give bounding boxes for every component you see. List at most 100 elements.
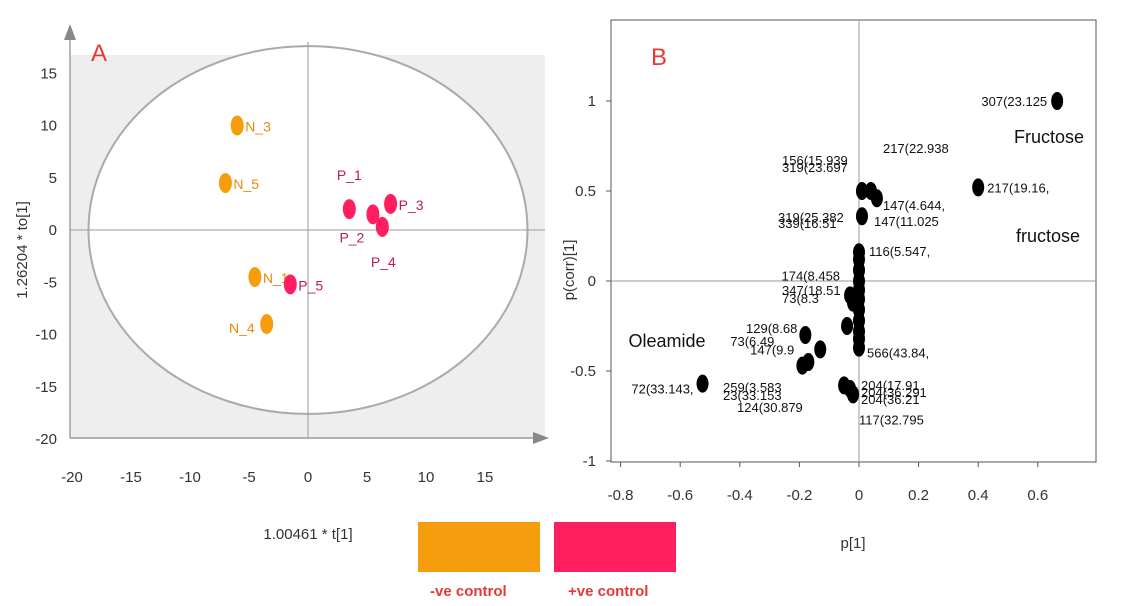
- x-tick-label: -5: [242, 469, 255, 486]
- x-tick-label: -0.4: [727, 487, 753, 504]
- y-tick-label: -0.5: [570, 363, 596, 380]
- overlapping-point-label: 124(30.879: [737, 400, 803, 415]
- y-tick-label: -1: [583, 453, 596, 470]
- loading-point-label: 116(5.547,: [869, 244, 930, 259]
- loading-point-label: 566(43.84,: [867, 346, 929, 361]
- x-tick-label: -0.6: [667, 487, 693, 504]
- loading-point: [696, 374, 709, 393]
- overlapping-point-label: 156(15.939: [782, 153, 848, 168]
- y-tick-label: 1: [588, 93, 596, 110]
- loading-point: [972, 178, 985, 197]
- annotation-oleamide: Oleamide: [628, 331, 705, 351]
- legend-swatch-negative: [418, 522, 540, 572]
- x-tick-label: 0: [304, 469, 312, 486]
- x-tick-label: 0.6: [1027, 487, 1048, 504]
- x-axis-label-a: 1.00461 * t[1]: [263, 526, 352, 543]
- score-point: [366, 204, 380, 225]
- panel-label-a: A: [91, 40, 107, 67]
- y-tick-label: -5: [44, 274, 57, 291]
- y-axis-arrow-icon: [64, 24, 76, 40]
- overlapping-point-label: 319(25.382: [778, 210, 844, 225]
- loading-point: [814, 340, 827, 359]
- loading-plot-panel: -0.8 -0.6 -0.4 -0.2 0 0.2 0.4 0.6 1 0.5 0 -0.5 -1 3…: [561, 19, 1097, 552]
- score-point-label: N_5: [233, 176, 259, 192]
- score-point-label: P_3: [399, 197, 424, 213]
- x-axis-label-b: p[1]: [840, 535, 865, 552]
- x-tick-label: 10: [418, 469, 435, 486]
- overlapping-point-label: 259(3.583: [723, 380, 782, 395]
- loading-point: [1051, 92, 1064, 110]
- x-tick-label: -20: [61, 469, 83, 486]
- x-tick-labels-a: -20 -15 -10 -5 0 5 10 15: [61, 469, 493, 486]
- score-point: [230, 115, 244, 136]
- y-tick-label: 0: [49, 222, 57, 239]
- score-point: [248, 267, 262, 288]
- y-tick-labels-b: 1 0.5 0 -0.5 -1: [570, 93, 611, 470]
- y-tick-label: 15: [40, 65, 57, 82]
- overlapping-point-label: 339(16.51: [778, 216, 837, 231]
- loading-points: 307(23.125 217(19.16, 217(22.938 147(4.644,…: [631, 92, 1064, 427]
- y-axis-label-a: 1.26204 * to[1]: [14, 201, 31, 299]
- overlapping-point-label: 204(36.21: [861, 392, 920, 407]
- y-tick-label: 5: [49, 170, 57, 187]
- annotation-fructose: Fructose: [1014, 127, 1084, 147]
- loading-point: [841, 317, 854, 335]
- loading-point: [847, 293, 860, 312]
- y-tick-label: 0: [588, 273, 596, 290]
- overlapping-point-label: 319(23.697: [782, 160, 848, 175]
- loading-point-label: 117(32.795: [859, 412, 924, 427]
- loading-point: [855, 182, 868, 200]
- loading-point-label: 217(19.16,: [987, 180, 1049, 195]
- legend-swatch-positive: [554, 522, 676, 572]
- loading-point: [799, 326, 812, 344]
- x-tick-label: -0.8: [608, 487, 634, 504]
- score-point: [283, 274, 297, 295]
- overlapping-point-label: 204(17.91: [861, 378, 920, 393]
- x-tick-label: 0.2: [908, 487, 929, 504]
- loading-point-label: 147(4.644,: [883, 198, 945, 213]
- loading-point-label: 174(8.458: [781, 268, 840, 283]
- loading-point-label: 147(11.025: [874, 214, 939, 229]
- y-tick-label: 10: [40, 118, 57, 135]
- overlapping-point-label: 73(8.3: [782, 291, 819, 306]
- score-point: [218, 172, 232, 193]
- overlapping-point-label: 129(8.68: [746, 321, 797, 336]
- overlapping-point-label: 23(33.153: [723, 388, 782, 403]
- score-point: [384, 193, 398, 214]
- loading-point-label: 217(22.938: [883, 141, 949, 156]
- score-point-label: P_5: [298, 277, 323, 293]
- score-point-label: P_1: [337, 167, 362, 183]
- score-point-label: P_2: [339, 229, 364, 245]
- score-point: [375, 216, 389, 237]
- y-tick-label: -20: [35, 431, 57, 448]
- loading-point: [844, 380, 857, 398]
- loading-point: [855, 207, 868, 226]
- y-tick-labels-a: 15 10 5 0 -5 -10 -15 -20: [35, 65, 57, 448]
- legend-label-negative: -ve control: [430, 583, 507, 600]
- panel-label-b: B: [651, 44, 667, 71]
- y-tick-label: -10: [35, 327, 57, 344]
- x-tick-label: 0: [855, 487, 863, 504]
- y-axis-label-b: p(corr)[1]: [561, 240, 578, 301]
- overlapping-point-label: 204(36.291: [861, 385, 927, 400]
- score-point: [342, 199, 356, 220]
- score-point: [260, 314, 274, 335]
- legend-label-positive: +ve control: [568, 583, 649, 600]
- score-point-label: N_4: [229, 320, 255, 336]
- loading-point-label: 307(23.125: [981, 94, 1047, 109]
- loading-point-label: 72(33.143,: [631, 382, 693, 397]
- loading-point: [796, 356, 809, 375]
- y-tick-label: -15: [35, 379, 57, 396]
- y-tick-label: 0.5: [575, 183, 596, 200]
- score-points: N_3 N_5 N_1 N_4 P_1 P_2 P_3 P_4 P_5: [218, 115, 424, 336]
- x-tick-label: -0.2: [786, 487, 812, 504]
- x-tick-label: -15: [120, 469, 142, 486]
- loading-point: [864, 182, 877, 200]
- overlapping-point-label: 347(18.51: [782, 283, 841, 298]
- score-point-label: N_1: [263, 270, 289, 286]
- annotation-fructose-lower: fructose: [1016, 226, 1080, 246]
- x-tick-label: 0.4: [968, 487, 989, 504]
